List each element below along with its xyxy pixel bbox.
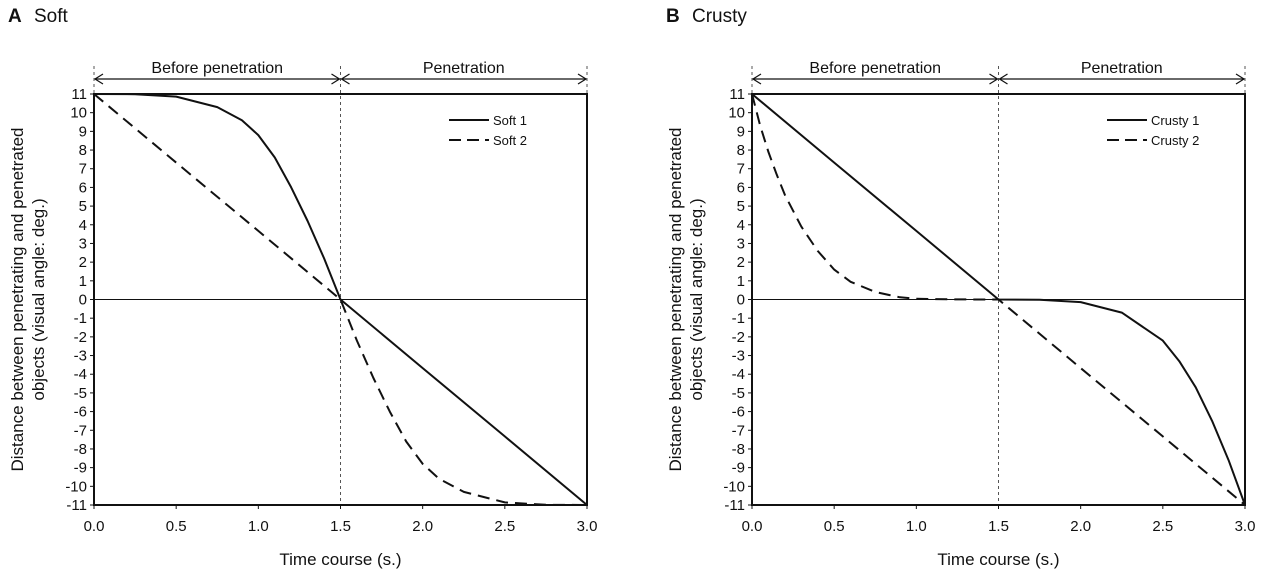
series-line-soft-2	[93, 93, 588, 506]
legend-label: Crusty 2	[1151, 133, 1199, 148]
x-tick-label: 2.0	[1070, 518, 1091, 535]
arrow-head-right	[577, 73, 588, 85]
y-tick-label: -7	[74, 422, 87, 439]
y-tick-label: 0	[737, 292, 745, 309]
phase-label: Penetration	[423, 60, 505, 77]
series-line-crusty-2	[751, 93, 1246, 506]
y-tick-label: -4	[74, 366, 87, 383]
y-tick-label: 3	[79, 235, 87, 252]
x-axis-title: Time course (s.)	[937, 550, 1059, 569]
x-tick-label: 2.5	[494, 518, 515, 535]
y-tick-label: -6	[732, 404, 745, 421]
y-tick-label: -8	[74, 441, 87, 458]
y-tick-label: 4	[79, 217, 87, 234]
x-tick-label: 1.5	[330, 518, 351, 535]
y-tick-label: 7	[737, 161, 745, 178]
legend-label: Soft 2	[493, 133, 527, 148]
y-tick-label: 5	[79, 198, 87, 215]
y-tick-label: -11	[66, 497, 87, 514]
phase-label: Before penetration	[809, 60, 941, 77]
x-tick-label: 0.5	[824, 518, 845, 535]
panel-letter: A	[8, 6, 22, 27]
y-axis-title-line: objects (visual angle: deg.)	[687, 198, 706, 400]
plot-frame	[751, 93, 1246, 506]
x-tick-label: 0.5	[166, 518, 187, 535]
arrow-head-left	[340, 73, 350, 85]
arrow-head-right	[331, 73, 341, 85]
x-tick-label: 1.0	[248, 518, 269, 535]
y-tick-label: 8	[79, 142, 87, 159]
y-tick-label: -3	[74, 348, 87, 365]
x-tick-label: 1.5	[988, 518, 1009, 535]
y-tick-label: 7	[79, 161, 87, 178]
phase-label: Penetration	[1081, 60, 1163, 77]
panel-letter: B	[666, 6, 680, 27]
x-tick-label: 1.0	[906, 518, 927, 535]
y-axis-title-line: Distance between penetrating and penetra…	[8, 127, 27, 471]
y-tick-label: 3	[737, 235, 745, 252]
arrow-head-right	[989, 73, 999, 85]
y-axis-title-line: objects (visual angle: deg.)	[29, 198, 48, 400]
y-tick-label: 1	[79, 273, 87, 290]
y-tick-label: -3	[732, 348, 745, 365]
y-tick-label: -1	[74, 310, 87, 327]
y-tick-label: 8	[737, 142, 745, 159]
x-tick-label: 2.0	[412, 518, 433, 535]
y-tick-label: 5	[737, 198, 745, 215]
y-tick-label: -4	[732, 366, 745, 383]
y-tick-label: -6	[74, 404, 87, 421]
y-tick-label: -1	[732, 310, 745, 327]
panel-title: Crusty	[692, 6, 747, 27]
y-tick-label: -9	[732, 460, 745, 477]
y-tick-label: 2	[737, 254, 745, 271]
y-tick-label: -8	[732, 441, 745, 458]
y-tick-label: -2	[74, 329, 87, 346]
y-axis-title-line: Distance between penetrating and penetra…	[666, 127, 685, 471]
y-tick-label: -7	[732, 422, 745, 439]
plot-frame	[93, 93, 588, 506]
y-tick-label: 11	[71, 86, 87, 103]
series-line-soft-1	[93, 93, 588, 506]
x-tick-label: 0.0	[84, 518, 105, 535]
y-tick-label: 1	[737, 273, 745, 290]
y-axis-title: Distance between penetrating and penetra…	[666, 127, 706, 471]
y-tick-label: 4	[737, 217, 745, 234]
y-axis-title: Distance between penetrating and penetra…	[8, 127, 48, 471]
legend-label: Soft 1	[493, 113, 527, 128]
y-tick-label: 10	[70, 105, 87, 122]
x-axis-title: Time course (s.)	[279, 550, 401, 569]
y-tick-label: -2	[732, 329, 745, 346]
y-tick-label: -5	[732, 385, 745, 402]
series-line-crusty-1	[751, 93, 1246, 506]
y-tick-label: 6	[79, 179, 87, 196]
panel-title: Soft	[34, 6, 69, 27]
y-tick-label: -10	[723, 478, 745, 495]
y-tick-label: 10	[728, 105, 745, 122]
y-tick-label: 0	[79, 292, 87, 309]
arrow-head-left	[751, 73, 762, 85]
y-tick-label: 9	[79, 123, 87, 140]
y-tick-label: 11	[729, 86, 745, 103]
legend-label: Crusty 1	[1151, 113, 1199, 128]
y-tick-label: -5	[74, 385, 87, 402]
phase-label: Before penetration	[151, 60, 283, 77]
y-tick-label: -10	[65, 478, 87, 495]
y-tick-label: 6	[737, 179, 745, 196]
x-tick-label: 3.0	[577, 518, 598, 535]
arrow-head-right	[1235, 73, 1246, 85]
y-tick-label: 9	[737, 123, 745, 140]
arrow-head-left	[93, 73, 104, 85]
x-tick-label: 0.0	[742, 518, 763, 535]
y-tick-label: 2	[79, 254, 87, 271]
x-tick-label: 2.5	[1152, 518, 1173, 535]
y-tick-label: -9	[74, 460, 87, 477]
arrow-head-left	[998, 73, 1008, 85]
y-tick-label: -11	[724, 497, 745, 514]
x-tick-label: 3.0	[1235, 518, 1256, 535]
